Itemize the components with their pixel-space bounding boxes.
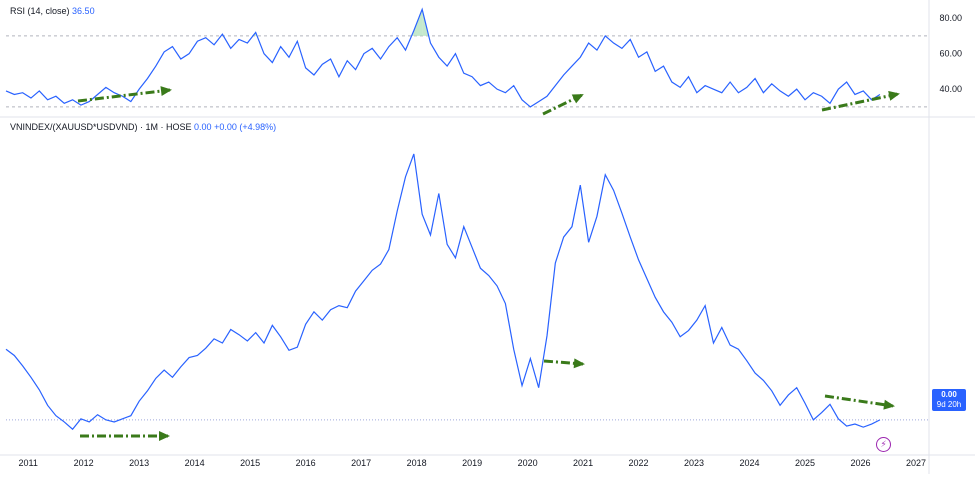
last-price-value: 0.00 <box>941 390 957 399</box>
bar-countdown: 9d 20h <box>936 400 962 409</box>
x-tick-label: 2025 <box>795 458 815 468</box>
x-tick-label: 2024 <box>740 458 760 468</box>
x-tick-label: 2011 <box>19 458 38 468</box>
x-tick-label: 2012 <box>74 458 94 468</box>
rsi-divergence-arrow-2020-head <box>571 94 584 104</box>
x-tick-label: 2015 <box>240 458 260 468</box>
rsi-divergence-arrow-2025 <box>821 92 899 112</box>
x-tick-label: 2027 <box>906 458 926 468</box>
x-tick-label: 2023 <box>684 458 704 468</box>
x-tick-label: 2013 <box>129 458 149 468</box>
rsi-y-tick-label: 80.00 <box>939 13 962 23</box>
rsi-legend-value: 36.50 <box>72 6 95 16</box>
price-divergence-arrow-2012-head <box>159 431 170 441</box>
x-tick-label: 2018 <box>407 458 427 468</box>
price-divergence-arrow-2020 <box>543 359 584 366</box>
price-divergence-arrow-2025-head <box>883 399 895 410</box>
x-tick-label: 2014 <box>185 458 205 468</box>
x-tick-label: 2016 <box>296 458 316 468</box>
main-legend[interactable]: VNINDEX/(XAUUSD*USDVND) · 1M · HOSE 0.00… <box>10 122 276 132</box>
main-legend-title: VNINDEX/(XAUUSD*USDVND) · 1M · HOSE <box>10 122 192 132</box>
rsi-y-tick-label: 60.00 <box>939 49 962 59</box>
rsi-series-line <box>5 7 881 108</box>
x-tick-label: 2022 <box>629 458 649 468</box>
rsi-y-tick-label: 40.00 <box>939 84 962 94</box>
main-legend-value: 0.00 <box>194 122 212 132</box>
lightning-icon[interactable]: ⚡ <box>876 437 891 452</box>
rsi-legend-title: RSI (14, close) <box>10 6 70 16</box>
x-tick-label: 2019 <box>462 458 482 468</box>
main-legend-change: +0.00 (+4.98%) <box>214 122 277 132</box>
last-price-tag: 0.00 9d 20h <box>932 389 966 411</box>
rsi-divergence-arrow-2012 <box>77 88 171 103</box>
rsi-legend[interactable]: RSI (14, close) 36.50 <box>10 6 95 16</box>
x-tick-label: 2020 <box>518 458 538 468</box>
x-tick-label: 2021 <box>573 458 593 468</box>
price-divergence-arrow-2025 <box>824 394 894 408</box>
rsi-divergence-arrow-2012-head <box>160 86 172 97</box>
rsi-divergence-arrow-2025-head <box>888 90 900 101</box>
price-divergence-arrow-2020-head <box>573 358 585 369</box>
x-tick-label: 2017 <box>351 458 371 468</box>
x-tick-label: 2026 <box>850 458 870 468</box>
main-series-line <box>5 153 881 431</box>
